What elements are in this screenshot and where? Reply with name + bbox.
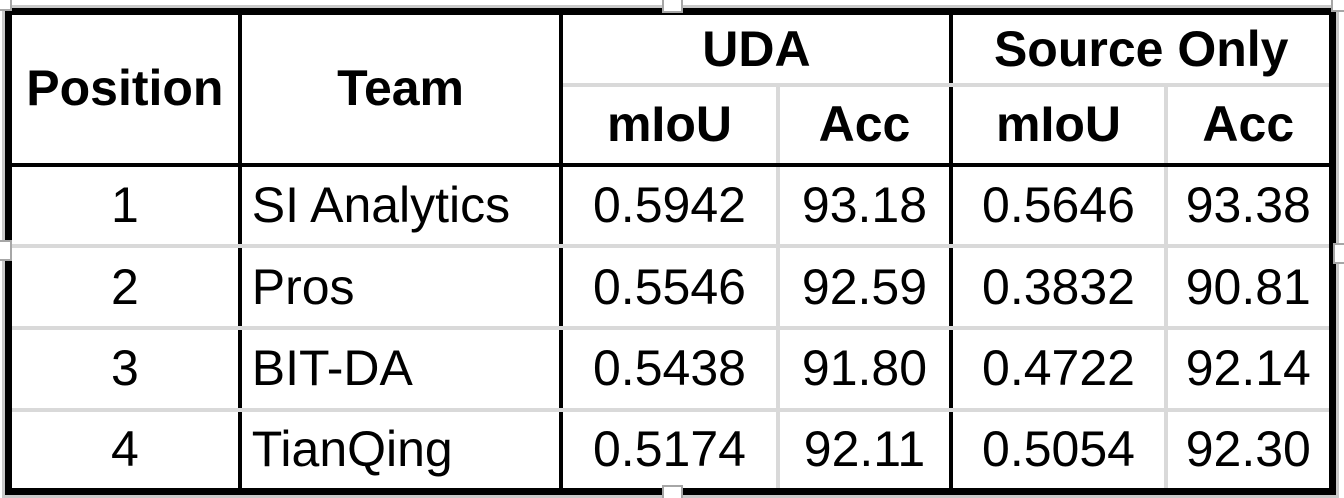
- cell-uda-acc: 92.59: [777, 246, 954, 331]
- table-row: 4 TianQing 0.5174 92.11 0.5054 92.30: [8, 409, 1333, 492]
- cell-uda-miou: 0.5942: [561, 164, 780, 249]
- table-row: 3 BIT-DA 0.5438 91.80 0.4722 92.14: [8, 328, 1333, 412]
- resize-handle-top-left[interactable]: [0, 0, 12, 11]
- cell-uda-acc: 92.11: [777, 409, 954, 492]
- leaderboard-table: Position Team UDA Source Only mIoU Acc m…: [2, 5, 1339, 498]
- cell-uda-miou: 0.5546: [561, 246, 780, 331]
- header-group-source-only: Source Only: [951, 11, 1333, 88]
- cell-source-acc: 90.81: [1165, 246, 1333, 331]
- resize-handle-top-middle[interactable]: [662, 0, 683, 13]
- header-source-acc: Acc: [1165, 85, 1333, 167]
- header-position: Position: [8, 11, 242, 167]
- cell-source-miou: 0.4722: [951, 328, 1168, 412]
- cell-uda-miou: 0.5174: [561, 409, 780, 492]
- cell-position: 4: [8, 409, 242, 492]
- header-uda-acc: Acc: [777, 85, 954, 167]
- header-sub-row: mIoU Acc mIoU Acc: [9, 85, 1333, 167]
- cell-source-acc: 92.30: [1185, 421, 1311, 478]
- table-row: 1 SI Analytics 0.5942 93.18 0.5646 93.38: [8, 164, 1333, 249]
- header-source-miou: mIoU: [951, 85, 1168, 167]
- header-uda-miou: mIoU: [561, 85, 780, 167]
- cell-uda-acc: 91.80: [777, 328, 954, 412]
- resize-handle-left-middle[interactable]: [0, 240, 12, 261]
- cell-source-acc: 92.14: [1165, 328, 1333, 412]
- cell-team: SI Analytics: [239, 164, 564, 249]
- cell-team: BIT-DA: [239, 328, 564, 412]
- cell-team: TianQing: [239, 409, 564, 492]
- cell-source-miou: 0.5646: [951, 164, 1168, 249]
- cell-source-miou: 0.3832: [951, 246, 1168, 331]
- resize-handle-right-middle[interactable]: [1333, 243, 1344, 264]
- cell-uda-miou: 0.5438: [561, 328, 780, 412]
- cell-position: 1: [8, 164, 242, 249]
- header-group-row: Position Team UDA Source Only: [8, 11, 1333, 167]
- cell-uda-acc: 93.18: [777, 164, 954, 249]
- cell-team: Pros: [239, 246, 564, 331]
- cell-position: 3: [8, 328, 242, 412]
- header-group-uda: UDA: [561, 11, 954, 88]
- resize-handle-top-right[interactable]: [1331, 0, 1344, 12]
- cell-position: 2: [8, 246, 242, 331]
- table-row: 2 Pros 0.5546 92.59 0.3832 90.81: [8, 246, 1333, 331]
- header-team: Team: [239, 11, 564, 167]
- cell-source-acc: 93.38: [1165, 164, 1333, 249]
- resize-handle-bottom-middle[interactable]: [662, 485, 683, 498]
- cell-source-miou: 0.5054: [951, 409, 1168, 492]
